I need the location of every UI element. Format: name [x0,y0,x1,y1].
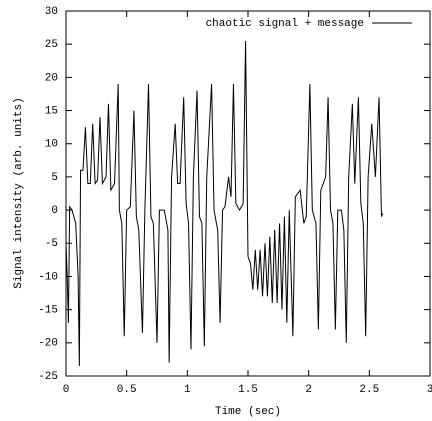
y-tick-label: 30 [45,6,58,18]
x-tick-label: 0 [63,384,70,396]
legend-label: chaotic signal + message [206,18,364,30]
x-tick-label: 2 [305,384,312,396]
y-axis-label: Signal intensity (arb. units) [13,97,25,288]
x-tick-label: 3 [427,384,432,396]
y-tick-label: 15 [45,105,58,117]
x-tick-label: 1.5 [238,384,258,396]
y-tick-label: 0 [51,205,58,217]
signal-line [65,40,384,367]
x-tick-label: 1 [184,384,191,396]
y-tick-label: 10 [45,139,58,151]
y-tick-label: -20 [38,338,58,350]
y-tick-label: -15 [38,305,58,317]
x-axis-label: Time (sec) [215,406,281,418]
y-tick-label: 20 [45,72,58,84]
x-tick-label: 0.5 [117,384,137,396]
x-tick-label: 2.5 [359,384,379,396]
plot-border [65,10,431,377]
y-tick-label: 25 [45,39,58,51]
y-tick-label: 5 [51,172,58,184]
y-tick-label: -25 [38,371,58,383]
y-tick-label: -10 [38,271,58,283]
y-tick-label: -5 [45,238,58,250]
